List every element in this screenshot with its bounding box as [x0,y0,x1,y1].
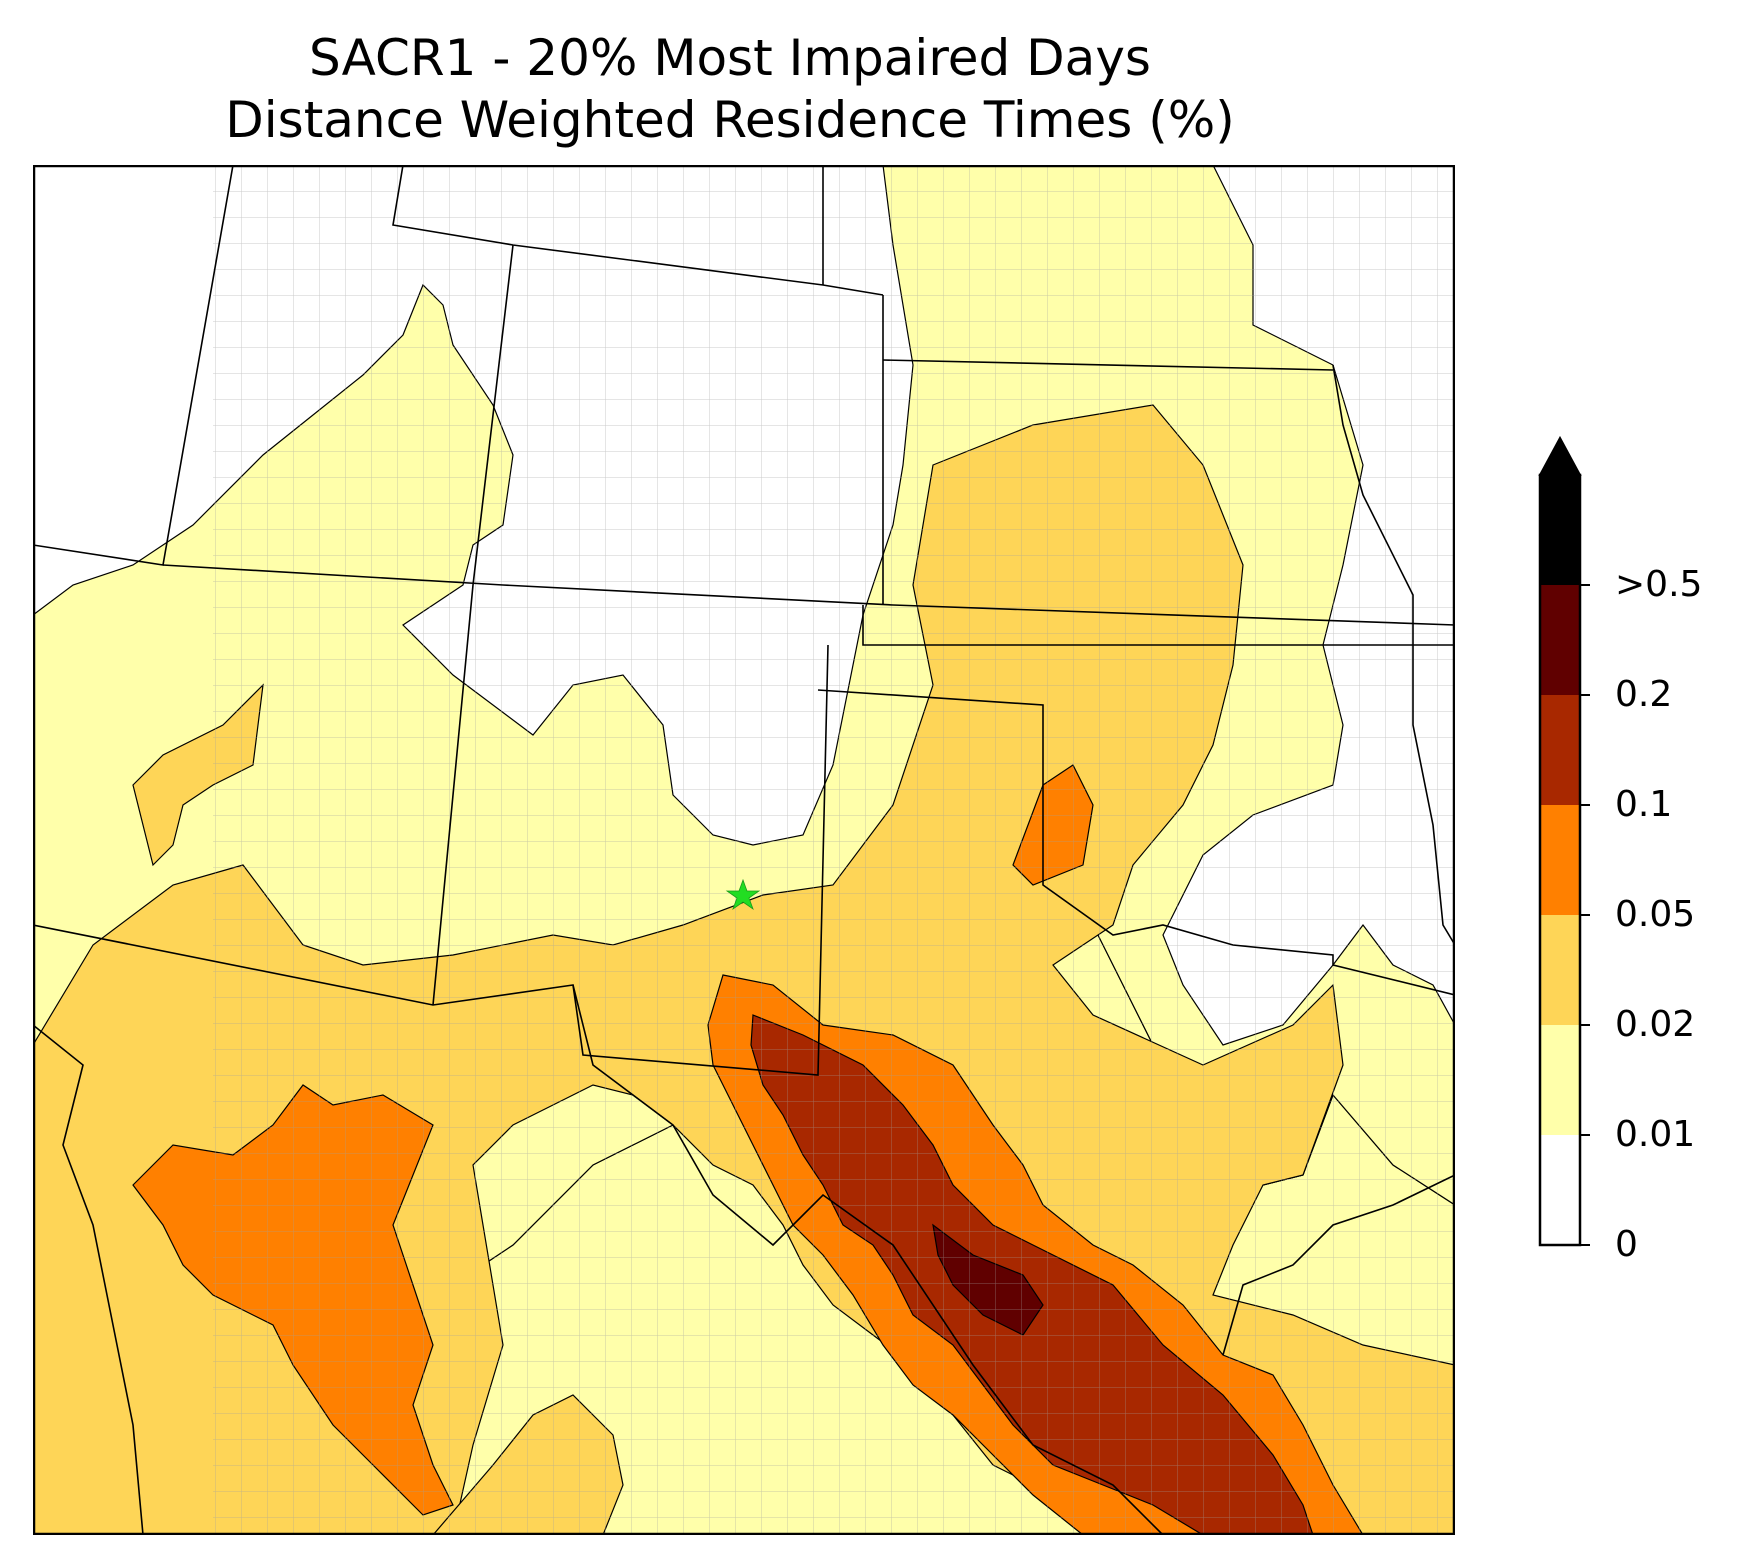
colorbar [1538,435,1590,1247]
colorbar-bin [1540,1025,1580,1135]
colorbar-tick-label: 0.02 [1615,1004,1696,1045]
state-boundaries [33,165,1455,1535]
colorbar-tick-label: 0.1 [1615,784,1673,825]
colorbar-extend-arrow [1538,435,1582,476]
colorbar-tick-label: 0.01 [1615,1114,1696,1155]
colorbar-tick-label: 0.2 [1615,674,1673,715]
receptor-site-star-icon [725,878,761,911]
colorbar-tick-label: 0 [1615,1224,1638,1265]
colorbar-bin [1540,695,1580,805]
map-title-line1: SACR1 - 20% Most Impaired Days [309,29,1151,87]
colorbar-bin [1540,915,1580,1025]
colorbar-bin [1540,1135,1580,1245]
county-boundaries [213,165,1455,1535]
residence-time-map [33,165,1455,1535]
colorbar-bin [1540,805,1580,915]
colorbar-tick-label: >0.5 [1615,564,1703,605]
map-frame [33,165,1455,1535]
map-title-line2: Distance Weighted Residence Times (%) [225,91,1235,149]
colorbar-bin [1540,585,1580,695]
colorbar-tick-label: 0.05 [1615,894,1696,935]
colorbar-frame [1538,473,1582,1247]
colorbar-bin [1540,475,1580,585]
